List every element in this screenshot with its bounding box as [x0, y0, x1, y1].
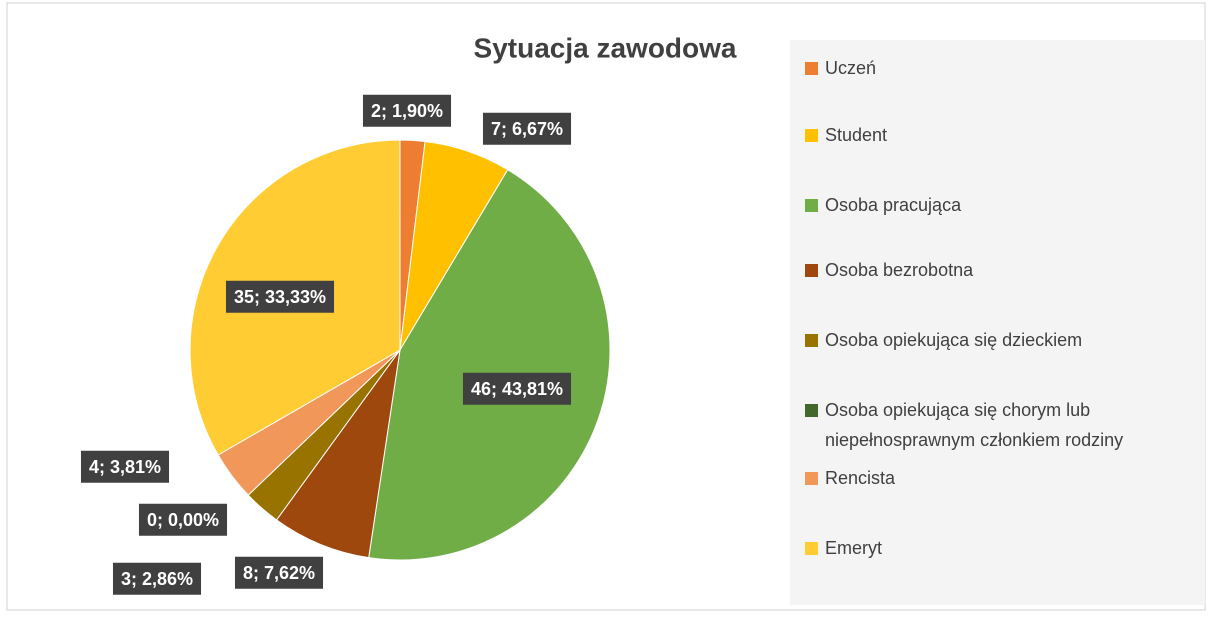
data-label-box — [482, 112, 572, 145]
legend-label: Uczeń — [825, 58, 877, 78]
chart-title: Sytuacja zawodowa — [474, 32, 737, 63]
legend-label: Osoba pracująca — [825, 195, 962, 215]
legend-swatch — [805, 334, 818, 347]
pie-slice — [275, 349, 401, 559]
legend-item: Student — [805, 120, 1212, 150]
data-label: 4; 3,81% — [80, 450, 170, 483]
data-label-text: 8; 7,62% — [243, 563, 315, 583]
legend-swatch — [805, 472, 818, 485]
data-label-text: 4; 3,81% — [89, 457, 161, 477]
chart-frame — [6, 2, 1206, 611]
legend-label: Osoba bezrobotna — [825, 260, 974, 280]
data-label: 0; 0,00% — [138, 503, 228, 536]
legend-swatch — [805, 542, 818, 555]
data-label-box — [462, 372, 572, 405]
legend: Uczeń Student Osoba pracująca Osoba bezrobo… — [790, 40, 1205, 605]
legend-item: Osoba opiekująca się chorym lub niepełno… — [805, 395, 1212, 455]
legend-swatch — [805, 62, 818, 75]
data-label: 7; 6,67% — [482, 112, 572, 145]
data-label: 35; 33,33% — [225, 280, 335, 313]
data-label-text: 35; 33,33% — [234, 287, 326, 307]
legend-label: Emeryt — [825, 538, 883, 558]
data-label: 2; 1,90% — [362, 94, 452, 127]
legend-item: Osoba bezrobotna — [805, 255, 1212, 285]
pie-slice — [368, 169, 611, 561]
legend-label: Student — [825, 125, 888, 145]
legend-swatch — [805, 199, 818, 212]
data-label-text: 3; 2,86% — [121, 569, 193, 589]
data-label-box — [225, 280, 335, 313]
legend-item: Osoba pracująca — [805, 190, 1212, 220]
legend-item: Emeryt — [805, 533, 1212, 563]
data-label: 46; 43,81% — [462, 372, 572, 405]
data-label-text: 2; 1,90% — [371, 101, 443, 121]
legend-item: Uczeń — [805, 53, 1212, 83]
data-label: 8; 7,62% — [234, 556, 324, 589]
data-label-box — [362, 94, 452, 127]
data-label-box — [138, 503, 228, 536]
legend-swatch — [805, 264, 818, 277]
data-label-text: 0; 0,00% — [147, 510, 219, 530]
data-label-text: 46; 43,81% — [471, 379, 563, 399]
legend-swatch — [805, 129, 818, 142]
legend-swatch — [805, 404, 818, 417]
data-label-text: 7; 6,67% — [491, 119, 563, 139]
data-label-box — [80, 450, 170, 483]
legend-item: Rencista — [805, 463, 1212, 493]
legend-item: Osoba opiekująca się dzieckiem — [805, 325, 1212, 355]
data-label-box — [234, 556, 324, 589]
data-label-box — [112, 562, 202, 595]
legend-label: Osoba opiekująca się dzieckiem — [825, 330, 1083, 350]
legend-label: Rencista — [825, 468, 896, 488]
legend-label: Osoba opiekująca się chorym lub niepełno… — [825, 400, 1124, 450]
data-label: 3; 2,86% — [112, 562, 202, 595]
